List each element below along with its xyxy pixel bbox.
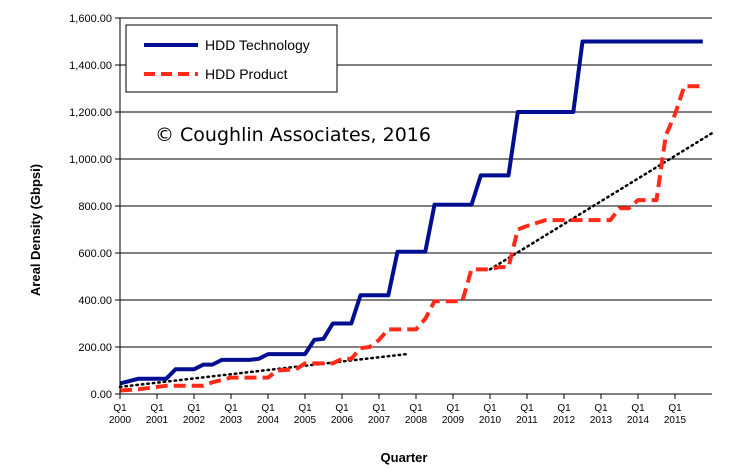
x-tick-quarter: Q1 [557, 403, 571, 414]
x-tick-quarter: Q1 [261, 403, 275, 414]
x-tick-quarter: Q1 [224, 403, 238, 414]
x-tick-year: 2014 [627, 415, 650, 426]
x-tick-quarter: Q1 [668, 403, 682, 414]
y-tick-label: 1,600.00 [69, 13, 112, 25]
x-tick-year: 2007 [368, 415, 391, 426]
x-tick-quarter: Q1 [372, 403, 386, 414]
x-tick-quarter: Q1 [113, 403, 127, 414]
legend-label-hdd-technology: HDD Technology [205, 37, 310, 53]
x-tick-year: 2008 [405, 415, 428, 426]
x-tick-year: 2003 [220, 415, 243, 426]
x-tick-quarter: Q1 [150, 403, 164, 414]
y-tick-label: 200.00 [78, 342, 112, 354]
y-tick-label: 1,000.00 [69, 154, 112, 166]
x-tick-quarter: Q1 [594, 403, 608, 414]
y-tick-label: 1,200.00 [69, 107, 112, 119]
x-tick-year: 2000 [109, 415, 132, 426]
y-tick-label: 0.00 [91, 389, 112, 401]
y-tick-labels: 0.00 200.00 400.00 600.00 800.00 1,000.00 1,20… [69, 13, 120, 401]
x-tick-quarter: Q1 [483, 403, 497, 414]
x-tick-quarter: Q1 [187, 403, 201, 414]
legend: HDD Technology HDD Product [125, 24, 338, 93]
y-tick-label: 400.00 [78, 295, 112, 307]
x-tick-quarter: Q1 [335, 403, 349, 414]
y-axis-title: Areal Density (Gbpsi) [28, 164, 43, 296]
x-tick-year: 2015 [664, 415, 687, 426]
x-tick-year: 2006 [331, 415, 354, 426]
series-lines [119, 39, 703, 393]
x-tick-labels: Q12000Q12001Q12002Q12003Q12004Q12005Q120… [109, 394, 687, 426]
y-tick-label: 1,400.00 [69, 60, 112, 72]
x-tick-quarter: Q1 [520, 403, 534, 414]
x-tick-quarter: Q1 [409, 403, 423, 414]
x-tick-quarter: Q1 [298, 403, 312, 414]
x-tick-year: 2005 [294, 415, 317, 426]
x-tick-year: 2011 [516, 415, 538, 426]
copyright-annotation: © Coughlin Associates, 2016 [155, 124, 431, 146]
x-tick-quarter: Q1 [446, 403, 460, 414]
legend-label-hdd-product: HDD Product [205, 66, 288, 82]
trendline-2 [488, 131, 714, 271]
series-hdd-product [119, 84, 703, 393]
x-axis-title: Quarter [381, 450, 428, 465]
x-tick-year: 2009 [442, 415, 465, 426]
series-hdd-technology [119, 39, 703, 386]
x-tick-year: 2013 [590, 415, 613, 426]
x-tick-year: 2002 [183, 415, 206, 426]
x-tick-year: 2001 [146, 415, 169, 426]
x-tick-year: 2012 [553, 415, 576, 426]
legend-box [125, 24, 338, 93]
y-tick-label: 800.00 [78, 201, 112, 213]
y-tick-label: 600.00 [78, 248, 112, 260]
trendline-1 [118, 352, 409, 389]
x-tick-year: 2010 [479, 415, 502, 426]
trendlines [118, 131, 714, 389]
x-tick-year: 2004 [257, 415, 280, 426]
x-tick-quarter: Q1 [631, 403, 645, 414]
